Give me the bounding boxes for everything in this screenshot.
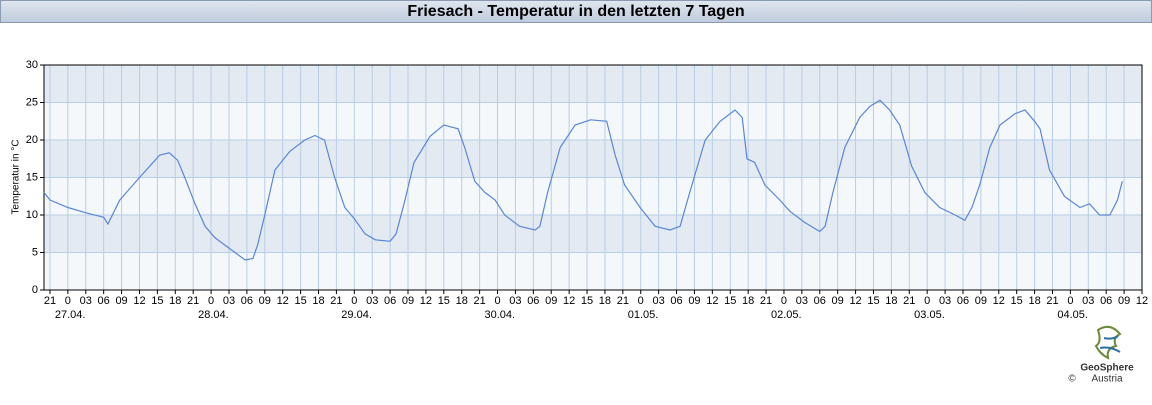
x-tick-label: 15	[438, 295, 450, 307]
x-tick-label: 21	[760, 295, 772, 307]
x-tick-label: 15	[151, 295, 163, 307]
x-tick-label: 06	[670, 295, 682, 307]
x-tick-label: 15	[294, 295, 306, 307]
x-tick-label: 21	[44, 295, 56, 307]
x-tick-label: 15	[581, 295, 593, 307]
logo: GeoSphere © Austria	[1068, 325, 1134, 385]
x-tick-label: 0	[494, 295, 500, 307]
x-tick-label: 12	[706, 295, 718, 307]
date-label: 27.04.	[55, 309, 86, 321]
x-tick-label: 09	[1118, 295, 1130, 307]
date-label: 01.05.	[628, 309, 659, 321]
x-tick-label: 12	[133, 295, 145, 307]
plot-frame	[43, 64, 1143, 291]
x-tick-label: 09	[115, 295, 127, 307]
x-tick-label: 18	[1028, 295, 1040, 307]
x-tick-label: 18	[599, 295, 611, 307]
x-tick-label: 06	[98, 295, 110, 307]
x-tick-label: 03	[223, 295, 235, 307]
date-label: 04.05.	[1057, 309, 1088, 321]
x-tick-label: 06	[814, 295, 826, 307]
band	[44, 65, 1142, 103]
logo-name: GeoSphere	[1080, 363, 1134, 374]
x-tick-label: 21	[617, 295, 629, 307]
x-tick-label: 18	[169, 295, 181, 307]
y-tick-label: 30	[26, 59, 38, 71]
x-tick-label: 0	[351, 295, 357, 307]
band	[44, 215, 1142, 253]
x-tick-label: 18	[456, 295, 468, 307]
x-tick-label: 03	[80, 295, 92, 307]
logo-copyright: ©	[1068, 374, 1076, 385]
x-tick-label: 0	[638, 295, 644, 307]
x-tick-label: 09	[259, 295, 271, 307]
x-tick-label: 09	[402, 295, 414, 307]
y-tick-label: 5	[32, 246, 38, 258]
date-label: 02.05.	[771, 309, 802, 321]
x-tick-label: 18	[885, 295, 897, 307]
x-tick-label: 21	[187, 295, 199, 307]
x-tick-label: 06	[527, 295, 539, 307]
x-tick-label: 15	[867, 295, 879, 307]
x-tick-label: 21	[903, 295, 915, 307]
x-tick-label: 06	[1100, 295, 1112, 307]
x-tick-label: 12	[563, 295, 575, 307]
x-tick-label: 21	[1046, 295, 1058, 307]
x-tick-label: 03	[509, 295, 521, 307]
x-tick-label: 12	[1136, 295, 1148, 307]
x-tick-label: 06	[241, 295, 253, 307]
x-tick-label: 09	[975, 295, 987, 307]
x-tick-label: 0	[1067, 295, 1073, 307]
date-label: 29.04.	[341, 309, 372, 321]
x-tick-label: 03	[366, 295, 378, 307]
x-tick-label: 03	[653, 295, 665, 307]
band	[44, 140, 1142, 178]
y-tick-label: 20	[26, 134, 38, 146]
x-tick-label: 18	[742, 295, 754, 307]
x-tick-label: 03	[939, 295, 951, 307]
date-label: 30.04.	[485, 309, 516, 321]
chart-title: Friesach - Temperatur in den letzten 7 T…	[407, 3, 744, 20]
x-tick-label: 21	[330, 295, 342, 307]
y-tick-label: 15	[26, 171, 38, 183]
x-tick-label: 06	[957, 295, 969, 307]
logo-icon	[1094, 325, 1122, 360]
x-tick-label: 12	[993, 295, 1005, 307]
x-tick-label: 09	[832, 295, 844, 307]
x-tick-label: 15	[724, 295, 736, 307]
y-tick-label: 25	[26, 96, 38, 108]
x-tick-label: 0	[781, 295, 787, 307]
x-tick-label: 0	[208, 295, 214, 307]
x-tick-label: 15	[1011, 295, 1023, 307]
x-tick-label: 09	[545, 295, 557, 307]
x-tick-label: 12	[420, 295, 432, 307]
x-tick-label: 03	[796, 295, 808, 307]
x-tick-label: 03	[1082, 295, 1094, 307]
x-tick-label: 0	[65, 295, 71, 307]
temperature-line	[43, 99, 1123, 261]
y-tick-label: 10	[26, 209, 38, 221]
x-tick-label: 21	[473, 295, 485, 307]
band	[44, 177, 1142, 215]
x-tick-label: 12	[277, 295, 289, 307]
x-tick-label: 09	[688, 295, 700, 307]
x-tick-label: 06	[384, 295, 396, 307]
band	[44, 102, 1142, 140]
y-axis-label: Temperatur in °C	[11, 139, 22, 214]
x-tick-label: 0	[924, 295, 930, 307]
y-tick-label: 0	[32, 284, 38, 296]
logo-icon	[1099, 335, 1121, 353]
date-label: 28.04.	[198, 309, 229, 321]
date-label: 03.05.	[914, 309, 945, 321]
logo-country: Austria	[1091, 374, 1123, 385]
band	[44, 252, 1142, 290]
x-tick-label: 18	[312, 295, 324, 307]
x-tick-label: 12	[849, 295, 861, 307]
